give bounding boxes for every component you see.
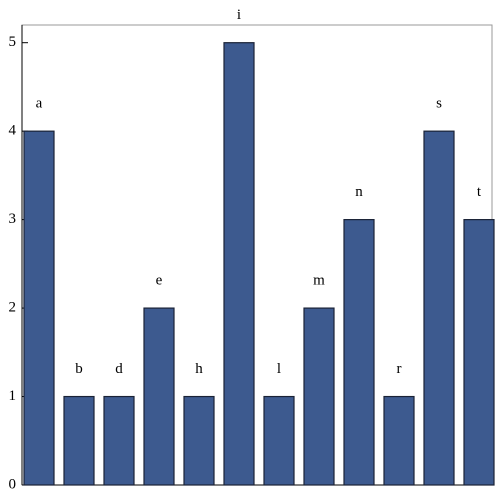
bar <box>383 395 415 486</box>
bar-label: h <box>195 361 203 377</box>
bar-label: d <box>115 361 123 377</box>
bar <box>63 395 95 486</box>
bar <box>263 395 295 486</box>
bar <box>423 130 455 486</box>
bar-label: b <box>75 361 83 377</box>
bar-label: e <box>156 273 163 289</box>
bar <box>103 395 135 486</box>
bar-label: t <box>477 184 482 200</box>
y-tick-label: 0 <box>9 476 17 492</box>
bar-label: m <box>313 273 325 289</box>
y-tick-label: 5 <box>9 34 17 50</box>
y-tick-label: 1 <box>9 388 17 404</box>
bar <box>463 219 495 486</box>
bar-label: i <box>237 7 241 23</box>
bar <box>23 130 55 486</box>
bar <box>223 42 255 486</box>
bar <box>343 219 375 486</box>
bar-label: r <box>397 361 402 377</box>
bar-label: a <box>36 96 43 112</box>
y-tick-label: 2 <box>9 300 17 316</box>
y-tick-label: 3 <box>9 211 17 227</box>
bar <box>183 395 215 486</box>
bar-label: s <box>436 96 442 112</box>
bar <box>143 307 175 486</box>
bar-label: l <box>277 361 281 377</box>
bar <box>303 307 335 486</box>
bar-label: n <box>355 184 363 200</box>
y-tick-label: 4 <box>9 123 17 139</box>
